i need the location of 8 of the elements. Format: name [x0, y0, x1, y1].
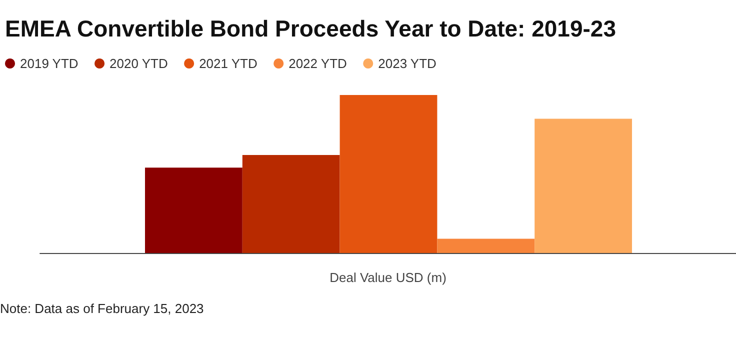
text: Note: Data as of February 15, 2023: [0, 301, 204, 316]
legend-label: 2019 YTD: [20, 56, 78, 71]
chart-title: EMEA Convertible Bond Proceeds Year to Date: 2019-23: [5, 16, 616, 42]
legend-label: 2021 YTD: [199, 56, 258, 71]
x-axis-title: Deal Value USD (m): [330, 270, 446, 285]
legend-label: 2023 YTD: [378, 56, 436, 71]
legend-label: 2022 YTD: [288, 56, 347, 71]
legend-label: 2020 YTD: [110, 56, 168, 71]
